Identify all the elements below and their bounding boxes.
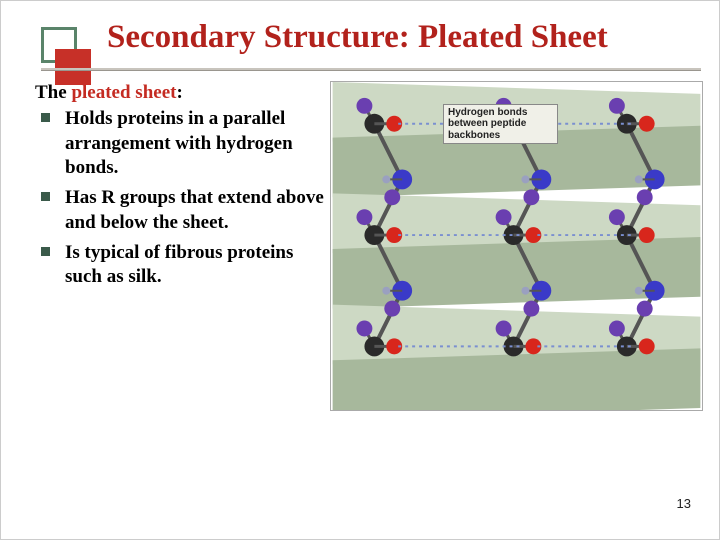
lead-plain: The [35,82,71,103]
title-underline [41,68,701,71]
diagram-label: Hydrogen bonds between peptide backbones [443,104,558,145]
lead-highlight: pleated sheet [71,82,176,103]
lead-tail: : [176,82,182,103]
bullet-item: Has R groups that extend above and below… [39,186,330,235]
bullet-item: Holds proteins in a parallel arrangement… [39,107,330,180]
title-block: Secondary Structure: Pleated Sheet [11,11,711,71]
slide-number: 13 [677,496,691,511]
bullet-list: Holds proteins in a parallel arrangement… [35,107,330,289]
text-column: The pleated sheet: Holds proteins in a p… [35,81,330,411]
bullet-item: Is typical of fibrous proteins such as s… [39,241,330,290]
content-area: The pleated sheet: Holds proteins in a p… [11,71,711,411]
slide-title: Secondary Structure: Pleated Sheet [107,19,711,57]
molecule-diagram: Hydrogen bonds between peptide backbones [330,81,703,411]
